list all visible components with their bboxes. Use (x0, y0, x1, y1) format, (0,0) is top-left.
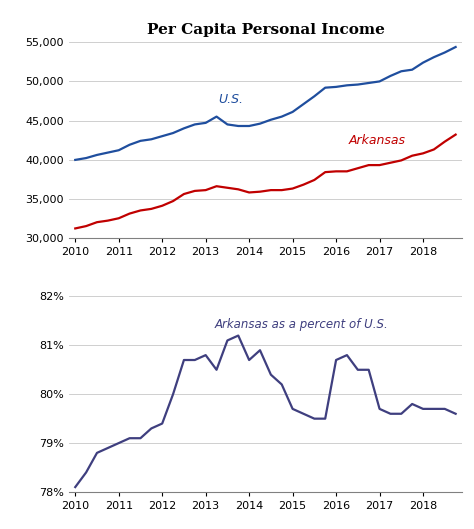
Text: Arkansas as a percent of U.S.: Arkansas as a percent of U.S. (214, 318, 388, 331)
Text: U.S.: U.S. (219, 93, 244, 106)
Title: Per Capita Personal Income: Per Capita Personal Income (146, 23, 384, 37)
Text: Arkansas: Arkansas (349, 134, 406, 147)
